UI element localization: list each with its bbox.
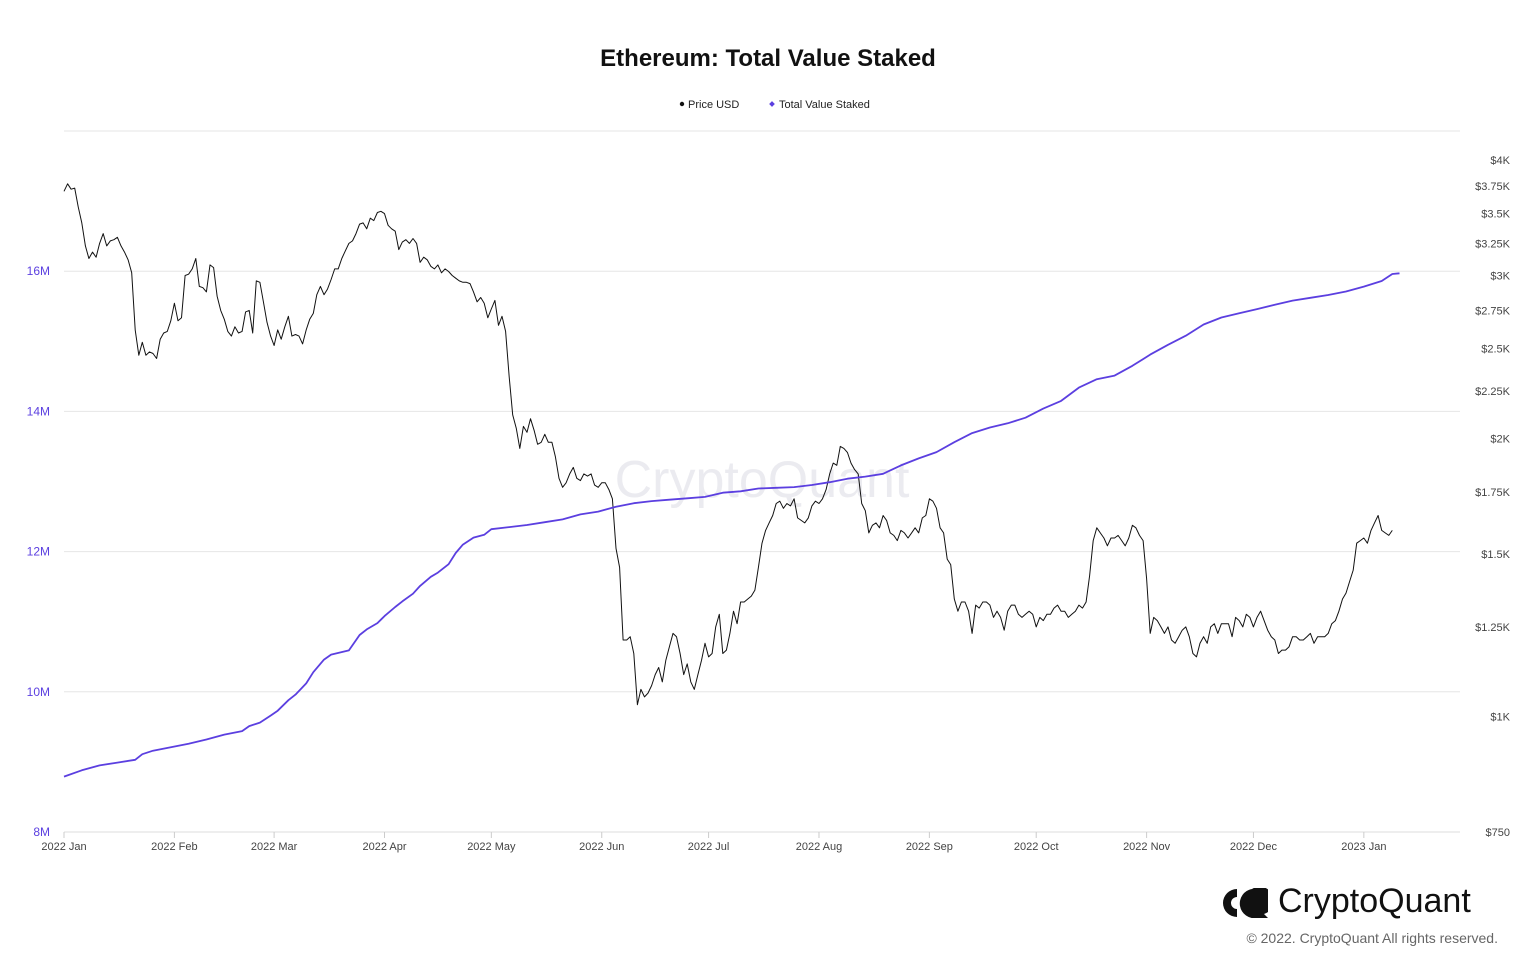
left-axis: 8M 10M 12M 14M 16M	[27, 264, 50, 839]
y-right-tick-label: $2.25K	[1475, 386, 1511, 398]
y-right-tick-label: $750	[1486, 827, 1510, 839]
y-left-tick-label: 8M	[33, 825, 50, 839]
grid	[64, 130, 1460, 833]
brand-name: CryptoQuant	[1278, 882, 1471, 920]
y-left-tick-label: 12M	[27, 545, 50, 559]
x-tick-label: 2022 Aug	[796, 841, 843, 853]
y-right-tick-label: $3.25K	[1475, 238, 1511, 250]
legend-dot-price	[679, 101, 685, 107]
price-line	[63, 183, 1393, 706]
x-tick-label: 2022 Jun	[579, 841, 624, 853]
staked-line	[63, 272, 1400, 778]
x-tick-label: 2022 Dec	[1230, 841, 1278, 853]
legend-dot-staked	[769, 101, 775, 107]
x-tick-label: 2022 May	[467, 841, 516, 853]
cryptoquant-logo-icon	[1223, 888, 1268, 918]
x-tick-label: 2022 Nov	[1123, 841, 1171, 853]
y-right-tick-label: $2K	[1490, 433, 1510, 445]
copyright-text: © 2022. CryptoQuant All rights reserved.	[1246, 930, 1498, 946]
legend-price-label[interactable]: Price USD	[688, 99, 739, 111]
y-right-tick-label: $1.5K	[1481, 549, 1510, 561]
x-tick-label: 2022 Sep	[906, 841, 953, 853]
y-right-tick-label: $2.5K	[1481, 344, 1510, 356]
y-right-tick-label: $3K	[1490, 271, 1510, 283]
right-axis: $750 $1K $1.25K $1.5K $1.75K $2K $2.25K $2.5K $2…	[1475, 155, 1511, 839]
y-left-tick-label: 14M	[27, 404, 50, 418]
brand-logo: CryptoQuant	[1220, 880, 1510, 930]
x-tick-label: 2023 Jan	[1341, 841, 1386, 853]
x-axis: 2022 Jan 2022 Feb 2022 Mar 2022 Apr 2022 May…	[41, 832, 1386, 853]
y-right-tick-label: $3.5K	[1481, 209, 1510, 221]
y-right-tick-label: $3.75K	[1475, 181, 1511, 193]
x-tick-label: 2022 Jul	[688, 841, 730, 853]
x-tick-label: 2022 Jan	[41, 841, 86, 853]
x-tick-label: 2022 Oct	[1014, 841, 1059, 853]
x-tick-label: 2022 Apr	[362, 841, 406, 853]
x-tick-label: 2022 Mar	[251, 841, 298, 853]
y-right-tick-label: $2.75K	[1475, 305, 1511, 317]
y-right-tick-label: $4K	[1490, 155, 1510, 167]
chart-title: Ethereum: Total Value Staked	[600, 45, 936, 72]
y-right-tick-label: $1.25K	[1475, 622, 1511, 634]
y-left-tick-label: 16M	[27, 264, 50, 278]
y-left-tick-label: 10M	[27, 685, 50, 699]
y-right-tick-label: $1K	[1490, 712, 1510, 724]
x-tick-label: 2022 Feb	[151, 841, 197, 853]
legend-staked-label[interactable]: Total Value Staked	[779, 99, 870, 111]
y-right-tick-label: $1.75K	[1475, 487, 1511, 499]
series-group	[63, 183, 1400, 778]
legend[interactable]: Price USD Total Value Staked	[679, 99, 870, 111]
